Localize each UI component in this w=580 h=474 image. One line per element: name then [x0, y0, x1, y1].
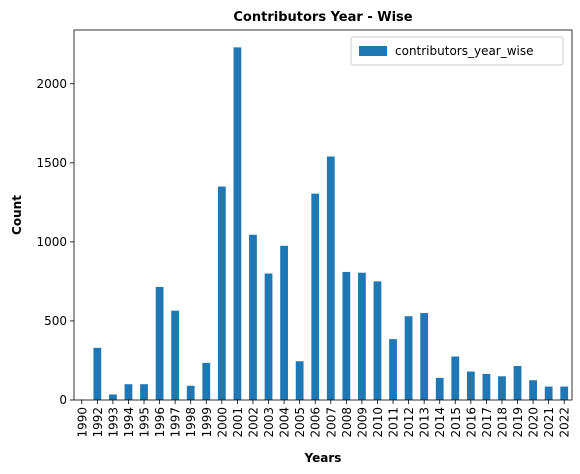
bar-1995 — [140, 384, 148, 400]
x-tick-label: 2006 — [309, 407, 323, 438]
bar-1996 — [155, 286, 164, 400]
bar-2013 — [420, 313, 429, 400]
x-tick-label: 2015 — [449, 407, 463, 438]
y-axis-label: Count — [10, 195, 24, 235]
bar-2016 — [466, 371, 475, 400]
bar-1997 — [171, 310, 180, 400]
bar-2004 — [280, 245, 288, 400]
x-tick-label: 1996 — [153, 407, 167, 438]
x-tick-label: 2009 — [355, 407, 369, 438]
x-tick-label: 2010 — [371, 407, 385, 438]
y-tick-label: 2000 — [36, 77, 67, 91]
x-tick-label: 2001 — [231, 407, 245, 438]
x-tick-label: 2003 — [262, 407, 276, 438]
bar-1994 — [124, 384, 133, 400]
bar-2018 — [498, 376, 506, 400]
x-tick-label: 2002 — [246, 407, 260, 438]
x-tick-label: 1999 — [200, 407, 214, 438]
y-tick-label: 1000 — [36, 235, 67, 249]
x-tick-label: 1994 — [122, 407, 136, 438]
x-tick-label: 1995 — [138, 407, 152, 438]
x-tick-label: 2019 — [511, 407, 525, 438]
bar-2021 — [544, 386, 553, 400]
bar-2000 — [217, 186, 226, 400]
bar-2012 — [404, 316, 413, 400]
bar-2006 — [311, 193, 320, 400]
x-axis: 1990 1992 1993 1994 1995 1996 1997 1998 1999 2000… — [75, 400, 572, 438]
x-tick-label: 2004 — [278, 407, 292, 438]
bar-2002 — [249, 234, 257, 400]
bar-2017 — [482, 373, 491, 400]
x-tick-label: 2017 — [480, 407, 494, 438]
bar-2001 — [233, 47, 242, 401]
x-axis-label: Years — [304, 451, 342, 465]
bar-2020 — [529, 380, 537, 400]
bar-1998 — [186, 385, 195, 400]
x-tick-label: 2008 — [340, 407, 354, 438]
x-tick-label: 2012 — [402, 407, 416, 438]
x-tick-label: 2021 — [542, 407, 556, 438]
x-tick-label: 2016 — [464, 407, 478, 438]
legend-entry: contributors_year_wise — [395, 44, 534, 58]
y-tick-label: 1500 — [36, 156, 67, 170]
bar-2009 — [358, 272, 366, 400]
bar-2019 — [513, 366, 522, 400]
bar-1999 — [202, 362, 211, 400]
legend-swatch — [359, 46, 387, 56]
bar-2005 — [295, 361, 304, 400]
x-tick-label: 1990 — [75, 407, 89, 438]
bar-2008 — [342, 271, 351, 400]
chart-title: Contributors Year - Wise — [233, 10, 412, 25]
x-tick-label: 2000 — [215, 407, 229, 438]
plot-frame — [73, 29, 573, 401]
y-axis: 0 500 1000 1500 2000 — [36, 77, 74, 407]
legend: contributors_year_wise — [350, 36, 564, 66]
bars-group — [77, 47, 569, 401]
bar-2010 — [373, 281, 382, 400]
bar-2014 — [435, 377, 444, 400]
x-tick-label: 2022 — [558, 407, 572, 438]
bar-1993 — [109, 394, 117, 400]
bar-1992 — [93, 347, 102, 400]
y-tick-label: 500 — [44, 314, 67, 328]
x-tick-label: 2005 — [293, 407, 307, 438]
x-tick-label: 2013 — [418, 407, 432, 438]
y-tick-label: 0 — [59, 393, 67, 407]
x-tick-label: 1997 — [169, 407, 183, 438]
x-tick-label: 2018 — [495, 407, 509, 438]
bar-2022 — [560, 386, 569, 400]
x-tick-label: 2020 — [527, 407, 541, 438]
bar-2007 — [326, 156, 335, 400]
x-tick-label: 2011 — [387, 407, 401, 438]
legend-box — [350, 36, 564, 66]
x-tick-label: 1992 — [91, 407, 105, 438]
x-tick-label: 1993 — [106, 407, 120, 438]
x-tick-label: 1998 — [184, 407, 198, 438]
bar-2015 — [451, 356, 460, 400]
x-tick-label: 2007 — [324, 407, 338, 438]
bar-2011 — [389, 339, 397, 400]
bar-2003 — [264, 273, 273, 400]
x-tick-label: 2014 — [433, 407, 447, 438]
